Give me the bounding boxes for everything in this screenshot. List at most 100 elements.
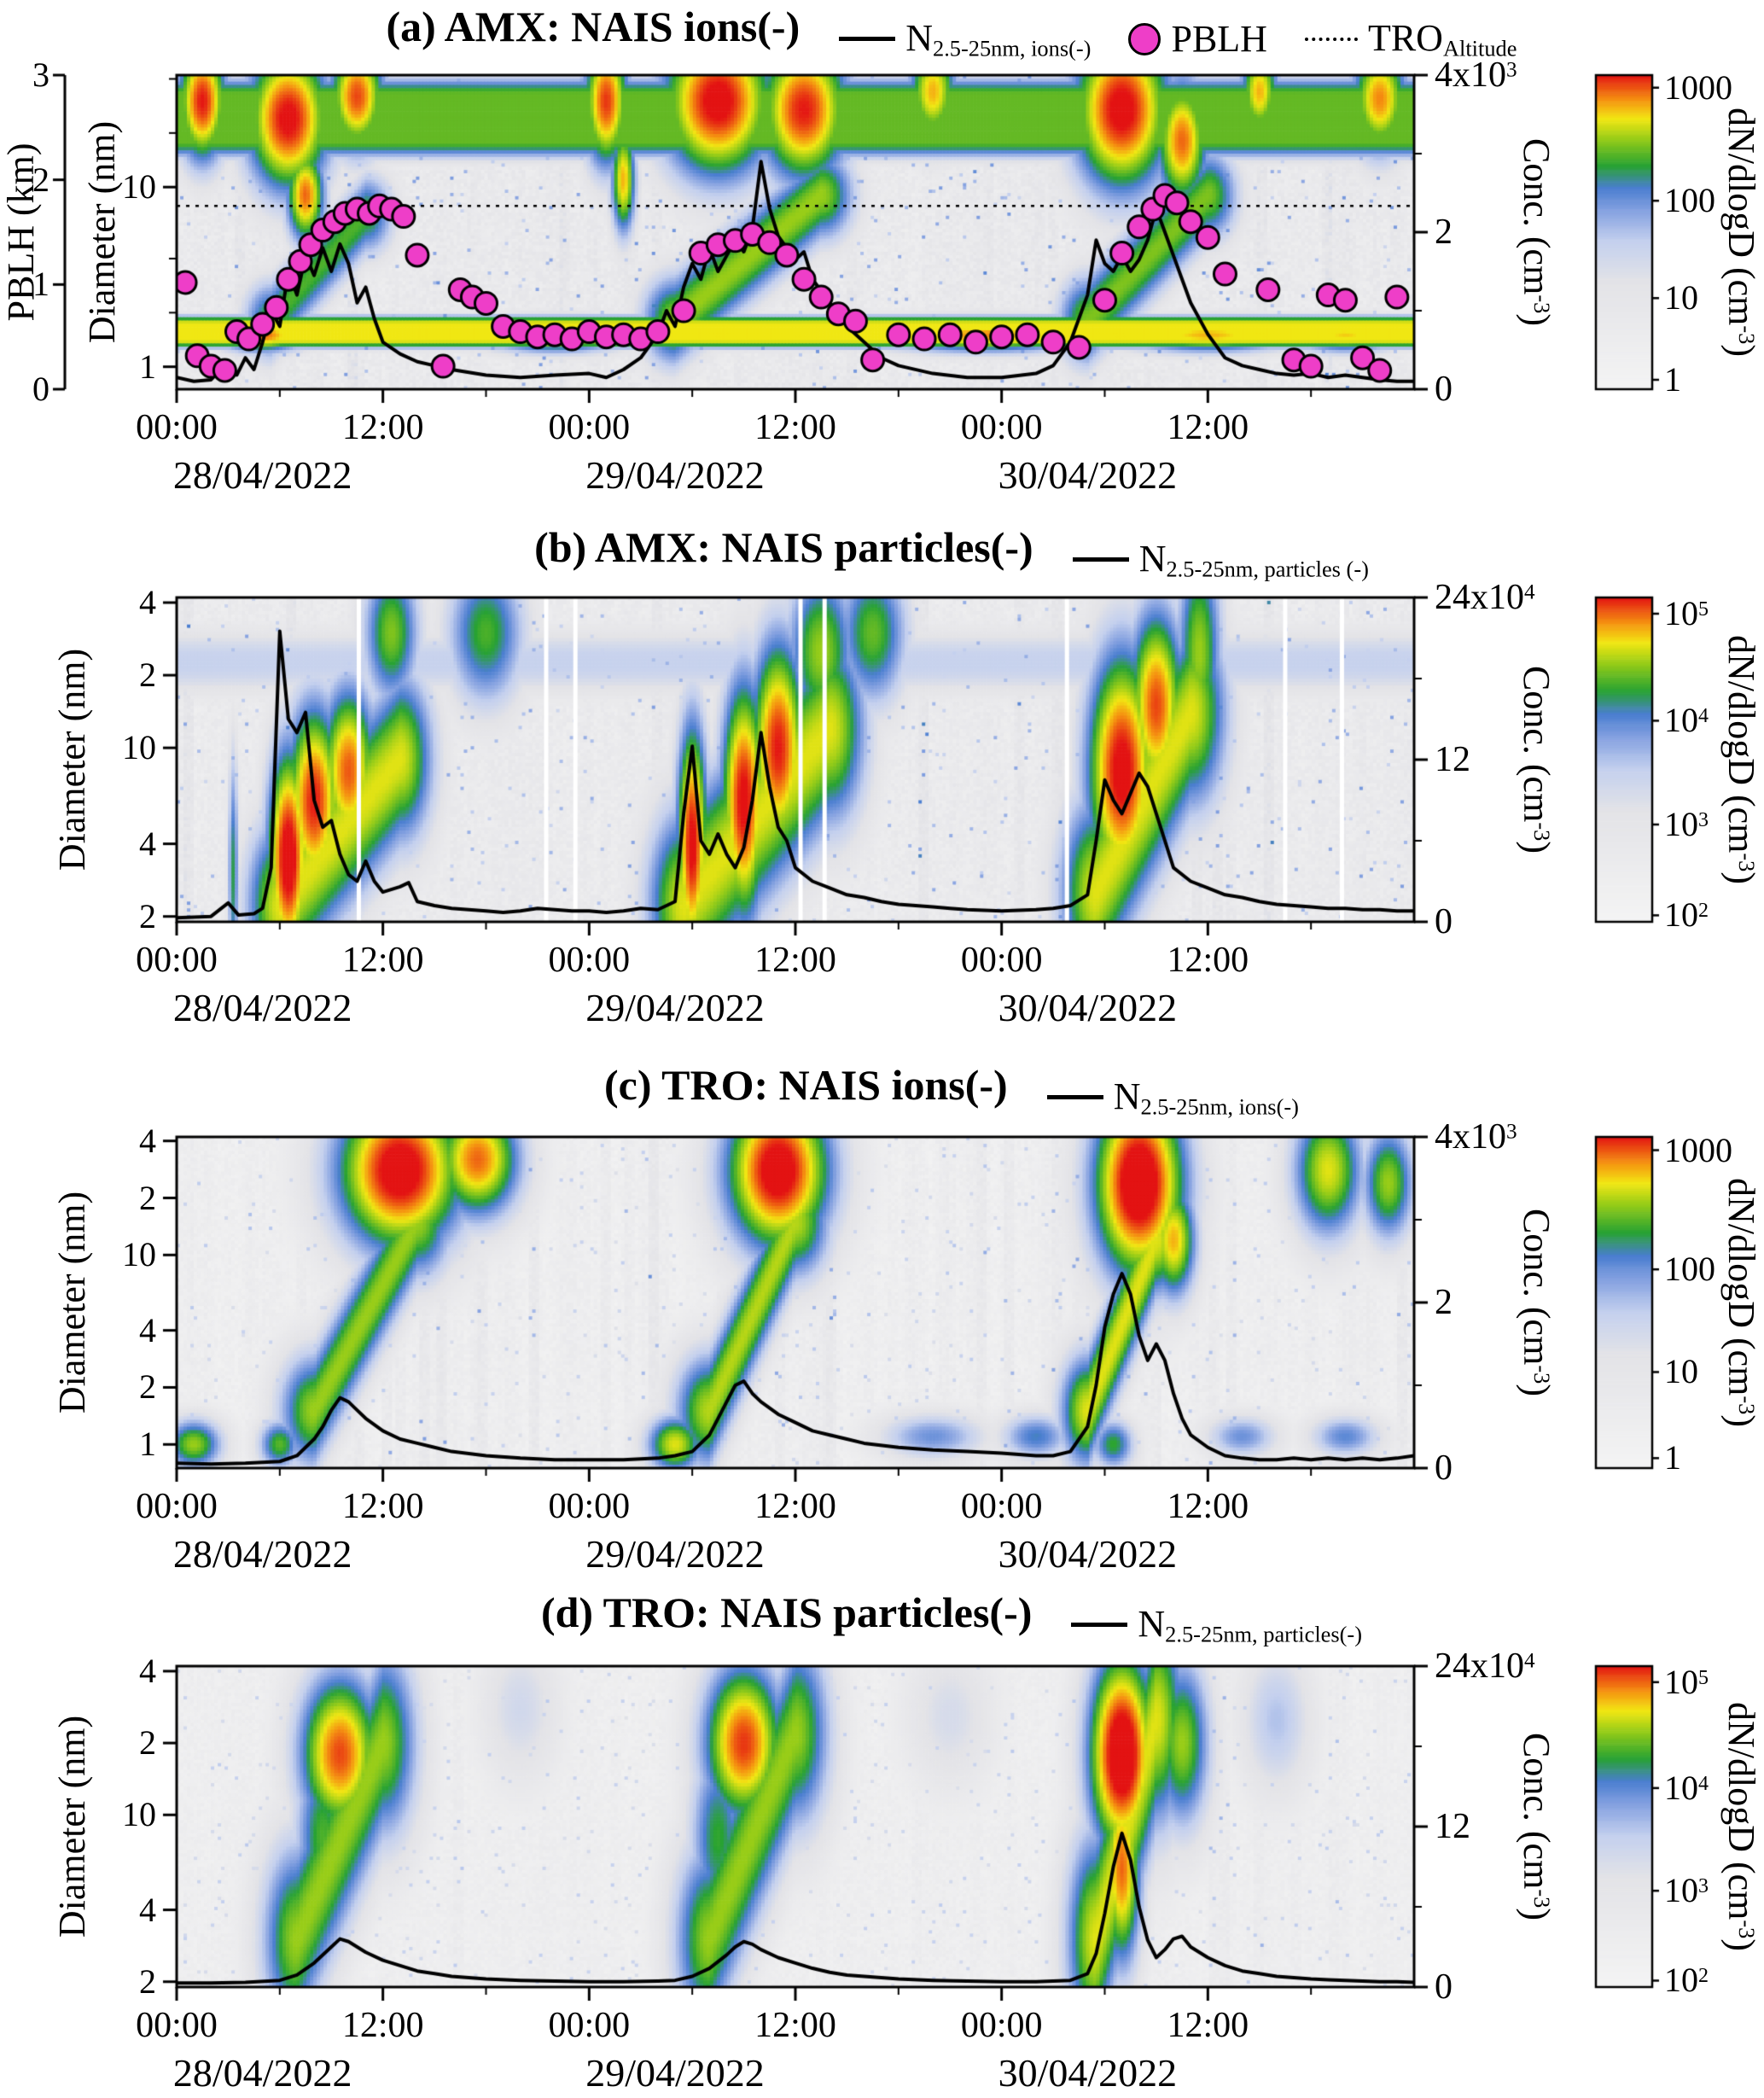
panel-a-pblh-tick-0: 3: [32, 55, 49, 94]
panel-a-xtick-3: 12:00: [754, 408, 836, 447]
panel-a-conc-tick-2: 0: [1435, 370, 1453, 409]
panel-d-xtick-1: 12:00: [341, 2006, 424, 2045]
panel-c-ytick-2: 10: [122, 1235, 156, 1274]
panel-c-conc-label: Conc. (cm-3): [1516, 1209, 1557, 1396]
panel-a-date-1: 29/04/2022: [585, 453, 765, 497]
line-swatch-icon: [1046, 1095, 1103, 1099]
panel-c-cbar-tick-3: 1: [1664, 1438, 1681, 1477]
panel-d-legend-item-0: N2.5-25nm, particles(-): [1071, 1602, 1362, 1648]
panel-b-ytick-3: 4: [139, 824, 156, 863]
panel-a-xtick-5: 12:00: [1167, 408, 1249, 447]
panel-b-cbar-tick-0: 105: [1664, 594, 1709, 632]
panel-c-xtick-4: 00:00: [960, 1487, 1043, 1526]
panel-a-legend-label-0: N2.5-25nm, ions(-): [905, 16, 1092, 61]
panel-b-conc-label: Conc. (cm-3): [1516, 666, 1557, 854]
panel-d-date-0: 28/04/2022: [172, 2051, 352, 2095]
panel-c-date-0: 28/04/2022: [172, 1532, 352, 1576]
panel-c-cbar-tick-0: 1000: [1664, 1130, 1732, 1169]
panel-b-ylabel: Diameter (nm): [51, 648, 93, 871]
panel-b-xtick-4: 00:00: [960, 941, 1043, 980]
panel-a-pblh-tick-1: 2: [32, 160, 49, 199]
panel-b-date-2: 30/04/2022: [998, 986, 1178, 1029]
panel-c-ytick-1: 2: [139, 1178, 156, 1217]
panel-d-date-2: 30/04/2022: [998, 2051, 1178, 2095]
panel-d-xtick-4: 00:00: [960, 2006, 1043, 2045]
panel-d-ylabel: Diameter (nm): [51, 1715, 93, 1938]
panel-d-title: (d) TRO: NAIS particles(-): [540, 1588, 1033, 1636]
panel-d-ytick-2: 10: [122, 1795, 156, 1834]
panel-a-conc-tick-0: 4x103: [1435, 55, 1517, 95]
panel-a-conc-tick-1: 2: [1435, 213, 1453, 252]
panel-c-date-2: 30/04/2022: [998, 1532, 1178, 1576]
dotted-line-icon: [1304, 37, 1358, 41]
panel-a-xtick-1: 12:00: [341, 408, 424, 447]
panel-d-xtick-0: 00:00: [136, 2006, 218, 2045]
panel-a-conc-label: Conc. (cm-3): [1516, 138, 1557, 326]
panel-c-ytick-3: 4: [139, 1310, 156, 1349]
panel-c-xtick-5: 12:00: [1167, 1487, 1249, 1526]
panel-b-date-1: 29/04/2022: [585, 986, 765, 1029]
panel-a-cbar-label: dN/dlogD (cm-3): [1720, 107, 1762, 358]
panel-c-legend: N2.5-25nm, ions(-): [1046, 1075, 1299, 1121]
panel-c-conc-tick-2: 0: [1435, 1448, 1453, 1488]
panel-a-xtick-2: 00:00: [548, 408, 631, 447]
panel-d-header: (d) TRO: NAIS particles(-) N2.5-25nm, pa…: [145, 1588, 1758, 1647]
panel-c-legend-label-0: N2.5-25nm, ions(-): [1113, 1075, 1299, 1120]
panel-a-cbar-tick-2: 10: [1664, 278, 1698, 318]
panel-c-conc-tick-1: 2: [1435, 1283, 1453, 1322]
panel-a-header: (a) AMX: NAIS ions(-) N2.5-25nm, ions(-)…: [145, 2, 1758, 61]
panel-c-conc-tick-0: 4x103: [1435, 1117, 1517, 1157]
panel-c-ylabel: Diameter (nm): [51, 1191, 93, 1414]
panel-a-title: (a) AMX: NAIS ions(-): [386, 3, 800, 50]
panel-a-legend-label-1: PBLH: [1171, 18, 1267, 60]
panel-b-conc-tick-1: 12: [1435, 740, 1470, 779]
panel-b-cbar-tick-2: 103: [1664, 805, 1709, 843]
line-swatch-icon: [1071, 1623, 1128, 1627]
panel-d-ytick-1: 2: [139, 1723, 156, 1763]
panel-d-cbar-tick-1: 104: [1664, 1768, 1709, 1807]
panel-a-pblh-tick-3: 0: [32, 370, 49, 408]
panel-d-xtick-3: 12:00: [754, 2006, 836, 2045]
panel-d-conc-tick-2: 0: [1435, 1967, 1453, 2007]
panel-a-xtick-4: 00:00: [960, 408, 1043, 447]
panel-c-xtick-3: 12:00: [754, 1487, 836, 1526]
panel-d-legend: N2.5-25nm, particles(-): [1071, 1602, 1362, 1648]
panel-a-date-2: 30/04/2022: [998, 453, 1178, 497]
panel-b-ytick-0: 4: [139, 582, 156, 621]
panel-c-date-1: 29/04/2022: [585, 1532, 765, 1576]
panel-c-xtick-2: 00:00: [548, 1487, 631, 1526]
panel-d-cbar-tick-2: 103: [1664, 1871, 1709, 1910]
panel-b-xtick-5: 12:00: [1167, 941, 1249, 980]
panel-b-xtick-2: 00:00: [548, 941, 631, 980]
panel-c-cbar-tick-2: 10: [1664, 1352, 1698, 1391]
panel-b-ytick-4: 2: [139, 896, 156, 935]
panel-a-legend-item-1: PBLH: [1128, 17, 1267, 61]
panel-c-ytick-0: 4: [139, 1121, 156, 1160]
panel-b-legend-label-0: N2.5-25nm, particles (-): [1138, 537, 1369, 582]
pblh-marker-icon: [1128, 22, 1161, 55]
panel-a-legend-item-0: N2.5-25nm, ions(-): [839, 16, 1091, 62]
panel-a-ytick-0: 10: [122, 167, 156, 207]
panel-c-ytick-4: 2: [139, 1367, 156, 1407]
panel-d-date-1: 29/04/2022: [585, 2051, 765, 2095]
panel-b-conc-tick-0: 24x104: [1435, 578, 1535, 617]
panel-c-title: (c) TRO: NAIS ions(-): [604, 1061, 1008, 1109]
panel-c-legend-item-0: N2.5-25nm, ions(-): [1046, 1075, 1299, 1121]
panel-a-cbar-tick-1: 100: [1664, 181, 1715, 220]
panel-b-header: (b) AMX: NAIS particles(-) N2.5-25nm, pa…: [145, 522, 1758, 582]
panel-b-date-0: 28/04/2022: [172, 986, 352, 1029]
panel-a-legend-label-2: TROAltitude: [1367, 16, 1517, 61]
panel-a-cbar-tick-0: 1000: [1664, 67, 1732, 107]
panel-b-cbar-label: dN/dlogD (cm-3): [1720, 634, 1762, 885]
panel-b-ytick-2: 10: [122, 728, 156, 767]
panel-a-pblh-tick-2: 1: [32, 265, 49, 304]
panel-d-ytick-0: 4: [139, 1651, 156, 1690]
panel-a-pblh-label: PBLH (km): [0, 143, 42, 322]
panel-d-cbar-label: dN/dlogD (cm-3): [1720, 1701, 1762, 1952]
panel-c-xtick-1: 12:00: [341, 1487, 424, 1526]
panel-d-conc-tick-0: 24x104: [1435, 1646, 1535, 1686]
panel-d-cbar-tick-3: 102: [1664, 1961, 1709, 2000]
panel-a-date-0: 28/04/2022: [172, 453, 352, 497]
panel-a-cbar-tick-3: 1: [1664, 359, 1681, 399]
